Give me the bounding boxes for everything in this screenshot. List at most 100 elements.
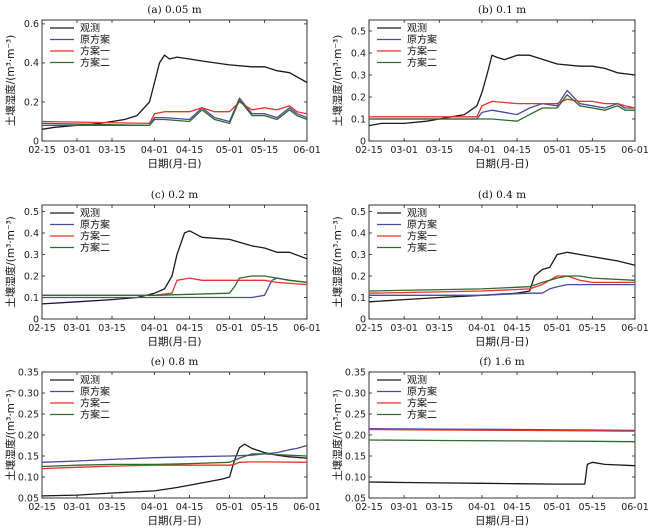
x-tick-label: 03-15: [425, 323, 453, 334]
plot-frame: [368, 204, 636, 320]
y-tick-label: 0.1: [351, 114, 366, 125]
x-axis-label: 日期(月-日): [475, 158, 529, 170]
x-tick-label: 04-15: [176, 323, 204, 334]
x-tick-label: 05-15: [579, 145, 607, 156]
y-tick-label: 0.05: [18, 493, 39, 504]
legend-label: 原方案: [80, 218, 110, 231]
chart-panel-5: (e) 0.8 m 0.05 0.10 0.15 0.20 0.25 0.30 0.35 02-…: [4, 356, 321, 527]
y-tick-label: 0.25: [18, 409, 39, 420]
y-axis-label: 土壤湿度/(m³·m⁻³): [4, 389, 17, 481]
series-line-原方案: [368, 428, 636, 432]
y-tick-label: 0.1: [24, 293, 39, 304]
x-tick-label: 05-15: [251, 145, 279, 156]
legend-label: 观测: [407, 207, 427, 220]
x-tick-label: 05-01: [216, 502, 244, 513]
legend-label: 原方案: [407, 33, 437, 46]
y-tick-label: 0.35: [18, 367, 39, 378]
legend-label: 观测: [80, 22, 100, 35]
y-axis-label: 土壤湿度/(m³·m⁻³): [331, 35, 344, 127]
x-axis-label: 日期(月-日): [475, 336, 529, 348]
series-line-原方案: [369, 283, 635, 296]
legend-label: 方案二: [407, 56, 437, 69]
x-axis-label: 日期(月-日): [475, 515, 529, 527]
x-tick-label: 02-15: [355, 502, 383, 513]
y-axis-label: 土壤湿度/(m³·m⁻³): [331, 216, 344, 308]
x-tick-label: 05-01: [543, 502, 571, 513]
series-line-方案一: [369, 98, 636, 118]
y-axis-label: 土壤湿度/(m³·m⁻³): [4, 35, 17, 127]
x-tick-label: 05-01: [543, 323, 571, 334]
legend-label: 原方案: [407, 385, 437, 398]
x-tick-label: 06-01: [293, 145, 321, 156]
chart-panel-6: (f) 1.6 m 0.05 0.10 0.15 0.20 0.25 0.30 0.35 02-…: [331, 356, 649, 527]
legend-label: 方案二: [407, 241, 437, 254]
y-tick-label: 0.4: [24, 228, 39, 239]
y-tick-label: 0.15: [18, 451, 39, 462]
y-axis-label: 土壤湿度/(m³·m⁻³): [331, 389, 344, 481]
x-tick-label: 03-01: [390, 502, 418, 513]
x-tick-label: 04-01: [468, 502, 496, 513]
x-tick-label: 04-01: [468, 145, 496, 156]
x-tick-label: 05-15: [579, 502, 607, 513]
y-axis-label: 土壤湿度/(m³·m⁻³): [4, 216, 17, 308]
y-tick-label: 0.30: [345, 388, 366, 399]
legend-label: 方案一: [407, 397, 437, 410]
x-axis-label: 日期(月-日): [148, 515, 202, 527]
x-tick-label: 03-01: [63, 502, 91, 513]
x-tick-label: 03-01: [390, 145, 418, 156]
x-tick-label: 05-15: [251, 502, 279, 513]
y-tick-label: 0.35: [345, 367, 366, 378]
x-tick-label: 03-15: [98, 145, 126, 156]
x-tick-label: 04-01: [468, 323, 496, 334]
legend-label: 方案二: [80, 56, 110, 69]
y-tick-label: 0: [33, 136, 39, 147]
y-tick-label: 0: [360, 136, 366, 147]
plot-frame: [41, 204, 308, 320]
series-line-方案一: [368, 428, 636, 432]
y-tick-label: 0.20: [18, 430, 39, 441]
y-tick-label: 0.5: [351, 26, 366, 37]
x-tick-label: 05-15: [251, 323, 279, 334]
x-tick-label: 04-01: [141, 502, 169, 513]
series-line-观测: [368, 54, 636, 127]
x-tick-label: 06-01: [621, 502, 649, 513]
legend-label: 原方案: [407, 218, 437, 231]
y-tick-label: 0.1: [351, 293, 366, 304]
x-tick-label: 02-15: [28, 323, 56, 334]
series-line-原方案: [369, 89, 635, 120]
y-tick-label: 0: [360, 314, 366, 325]
y-tick-label: 0: [33, 314, 39, 325]
series-line-方案二: [369, 94, 635, 122]
x-tick-label: 06-01: [621, 323, 649, 334]
series-line-观测: [368, 251, 636, 303]
x-tick-label: 02-15: [28, 502, 56, 513]
series-line-方案一: [41, 461, 308, 470]
x-tick-label: 03-01: [63, 145, 91, 156]
y-tick-label: 0.2: [351, 92, 366, 103]
y-tick-label: 0.4: [351, 228, 366, 239]
x-tick-label: 02-15: [28, 145, 56, 156]
y-tick-label: 0.2: [24, 271, 39, 282]
plot-frame: [41, 19, 308, 142]
y-tick-label: 0.25: [345, 409, 366, 420]
x-axis-label: 日期(月-日): [148, 336, 202, 348]
y-tick-label: 0.05: [345, 493, 366, 504]
x-tick-label: 05-01: [216, 145, 244, 156]
legend-label: 方案一: [80, 397, 110, 410]
x-tick-label: 03-15: [425, 502, 453, 513]
panel-title: (f) 1.6 m: [479, 356, 524, 368]
x-tick-label: 05-01: [216, 323, 244, 334]
chart-panel-4: (d) 0.4 m 0 0.1 0.2 0.3 0.4 0.5 02-15 03-01 03-15…: [331, 189, 649, 348]
legend-label: 方案二: [80, 408, 110, 421]
x-tick-label: 06-01: [621, 145, 649, 156]
y-tick-label: 0.6: [24, 19, 39, 30]
series-line-方案二: [41, 453, 308, 468]
series-line-观测: [368, 461, 636, 485]
x-tick-label: 03-15: [98, 502, 126, 513]
y-tick-label: 0.3: [351, 70, 366, 81]
legend-label: 观测: [407, 22, 427, 35]
y-tick-label: 0.3: [351, 250, 366, 261]
chart-panel-2: (b) 0.1 m 0 0.1 0.2 0.3 0.4 0.5 02-15 03-01 03-15…: [331, 4, 649, 170]
panel-title: (c) 0.2 m: [151, 189, 198, 201]
series-line-方案二: [42, 275, 308, 296]
